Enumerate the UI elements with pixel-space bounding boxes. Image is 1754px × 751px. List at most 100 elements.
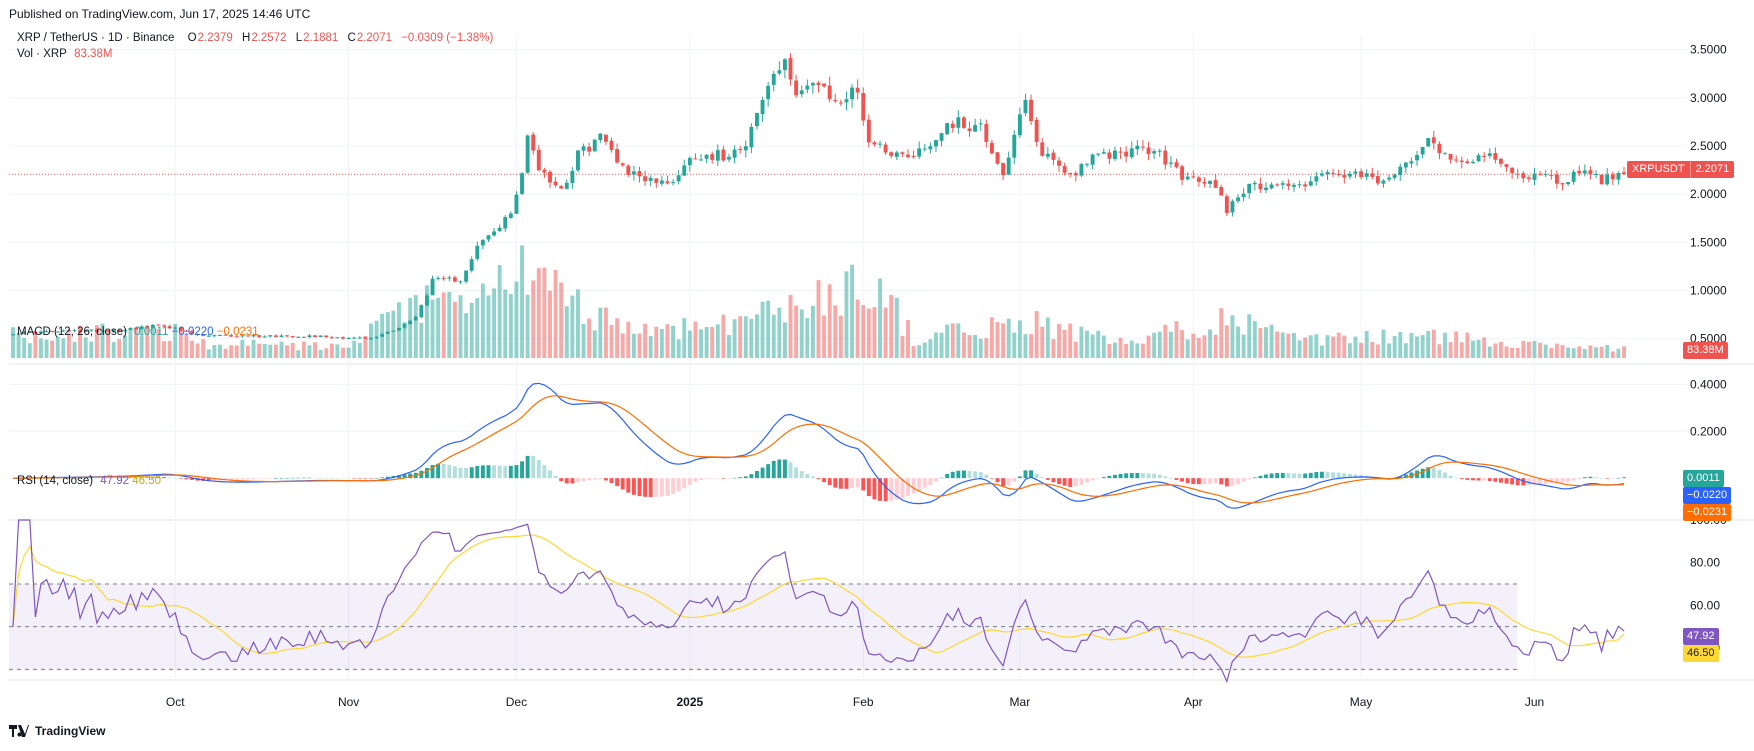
volume-bar <box>324 348 329 358</box>
volume-bar <box>1135 343 1140 358</box>
candle-body <box>721 149 726 161</box>
macd-hist-bar <box>727 478 731 479</box>
candle-body <box>150 324 155 328</box>
candle-body <box>1185 176 1190 180</box>
macd-hist-bar <box>520 461 524 479</box>
macd-hist-bar <box>816 478 821 480</box>
candle-body <box>1168 162 1173 164</box>
brand-footer[interactable]: TradingView <box>9 724 105 738</box>
volume-bar <box>1381 329 1386 358</box>
candle-body <box>598 133 603 140</box>
volume-bar <box>1515 347 1520 358</box>
volume-bar <box>1398 331 1403 358</box>
volume-bar <box>950 323 955 358</box>
macd-hist-bar <box>1191 478 1196 484</box>
candle-body <box>570 170 575 183</box>
volume-bar <box>961 332 966 358</box>
volume-bar <box>296 350 301 358</box>
volume-label[interactable]: Vol · XRP <box>17 48 67 60</box>
candle-body <box>995 152 1000 164</box>
candle-body <box>1409 161 1414 164</box>
candle-body <box>576 150 580 171</box>
macd-hist-bar <box>1588 476 1593 479</box>
macd-hist-bar <box>1577 478 1582 479</box>
candle-body <box>1454 159 1459 161</box>
volume-bar <box>1297 340 1302 358</box>
candle-body <box>1476 155 1481 162</box>
volume-bar <box>626 321 631 358</box>
volume-bar <box>1023 334 1028 358</box>
volume-bar <box>715 324 720 358</box>
volume-bar <box>94 325 99 358</box>
candle-body <box>1538 173 1543 175</box>
volume-bar <box>357 342 362 358</box>
volume-bar <box>637 333 642 358</box>
rsi-label[interactable]: RSI (14, close) <box>17 475 94 487</box>
candle-body <box>665 181 670 184</box>
signal-line <box>13 395 1625 504</box>
candle-body <box>1236 197 1240 201</box>
candle-body <box>866 119 871 143</box>
volume-bar <box>872 307 877 358</box>
volume-bar <box>122 335 127 358</box>
macd-hist-bar <box>917 478 922 491</box>
volume-bar <box>83 337 88 358</box>
macd-hist-bar <box>245 478 250 480</box>
macd-hist-bar <box>1174 478 1179 480</box>
volume-bar <box>1599 346 1604 358</box>
macd-hist-bar <box>682 478 687 489</box>
macd-label[interactable]: MACD (12, 26, close) <box>17 326 127 338</box>
macd-hist-bar <box>1292 473 1296 479</box>
candle-body <box>1001 162 1006 176</box>
candle-body <box>967 128 972 131</box>
volume-bar <box>1325 335 1330 358</box>
volume-bar <box>1073 341 1078 358</box>
volume-bar <box>66 333 71 358</box>
macd-hist-bar <box>1280 472 1285 479</box>
candle-body <box>1398 166 1403 176</box>
macd-hist-bar <box>1331 472 1336 479</box>
candle-body <box>822 83 827 87</box>
macd-hist-bar <box>1269 473 1274 479</box>
candle-body <box>626 165 631 175</box>
volume-bar <box>1113 342 1117 358</box>
volume-bar <box>156 329 161 358</box>
candle-body <box>1437 143 1442 154</box>
volume-bar <box>234 345 239 358</box>
volume-bar <box>419 322 424 358</box>
candle-body <box>559 186 564 189</box>
volume-bar <box>559 282 564 358</box>
volume-bar <box>497 264 502 358</box>
volume-bar <box>576 289 580 358</box>
candle-body <box>1381 180 1386 184</box>
macd-hist-bar <box>1241 478 1246 482</box>
candle-body <box>1129 148 1134 158</box>
x-tick-label: Feb <box>853 695 874 709</box>
volume-bar <box>1213 334 1218 358</box>
volume-bar <box>346 347 351 358</box>
candle-body <box>827 85 832 100</box>
volume-bar <box>100 323 105 358</box>
candle-body <box>1196 177 1201 182</box>
symbol-label[interactable]: XRP / TetherUS · 1D · Binance <box>17 32 175 44</box>
macd-hist-bar <box>973 471 978 479</box>
candle-body <box>1252 182 1257 185</box>
candle-body <box>682 165 687 176</box>
macd-hist-bar <box>911 478 916 494</box>
price-badge: XRPUSDT 2.2071 <box>1627 161 1735 178</box>
volume-bar <box>928 339 933 358</box>
candle-body <box>553 181 558 186</box>
candle-body <box>1392 174 1397 178</box>
macd-hist-bar <box>878 478 882 501</box>
candle-body <box>581 146 586 151</box>
macd-hist-bar <box>1236 478 1240 485</box>
volume-bar <box>799 309 804 358</box>
macd-hist-bar <box>514 465 519 479</box>
volume-bar <box>967 335 972 358</box>
macd-hist-bar <box>1012 478 1017 482</box>
macd-hist-bar <box>928 478 933 485</box>
macd-hist-bar <box>1526 478 1531 486</box>
candle-body <box>27 331 32 333</box>
macd-hist-bar <box>1057 478 1061 485</box>
